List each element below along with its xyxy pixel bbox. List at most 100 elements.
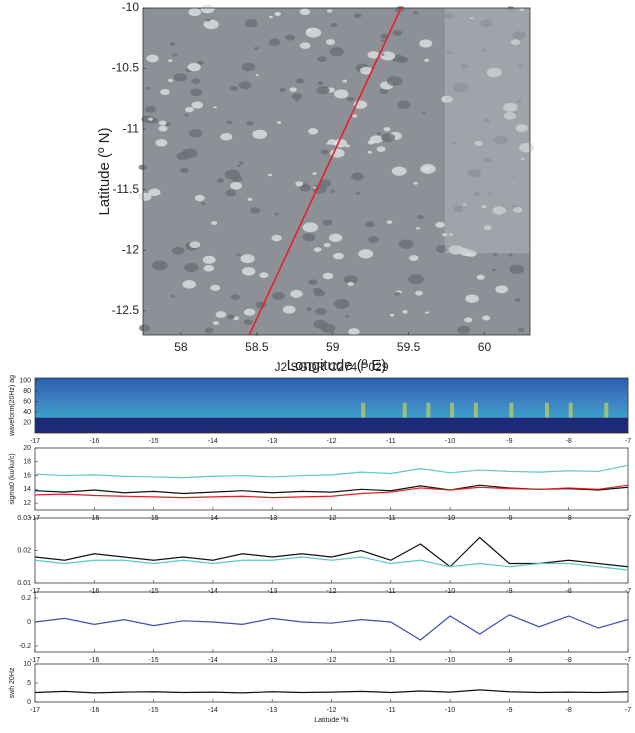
cloud <box>191 78 201 85</box>
cloud <box>457 325 471 334</box>
cloud <box>180 167 189 174</box>
cloud <box>285 34 296 41</box>
x-tick-label: -15 <box>149 588 159 595</box>
cloud <box>259 272 269 278</box>
cloud <box>168 59 173 63</box>
cloud <box>347 281 354 286</box>
cloud <box>330 148 345 158</box>
y-tick-label: -12.5 <box>112 303 140 317</box>
y-axis-label: sigma0 (ku/ku/c) <box>9 453 16 504</box>
x-tick-label: -14 <box>208 438 218 445</box>
cloud <box>508 253 513 257</box>
cloud <box>188 8 202 17</box>
cloud <box>483 118 490 123</box>
cloud <box>188 129 203 138</box>
cloud <box>343 275 358 285</box>
cloud <box>517 99 522 103</box>
x-tick-label: -13 <box>267 588 277 595</box>
y-tick-label: -11.5 <box>113 182 140 196</box>
y-tick-label: 16 <box>23 472 31 479</box>
x-tick-label: -12 <box>326 438 336 445</box>
x-tick-label: -12 <box>326 707 336 714</box>
cloud <box>268 38 281 47</box>
cloud <box>322 272 334 280</box>
cloud <box>503 111 517 120</box>
x-tick-label: -11 <box>386 588 396 595</box>
x-tick-label: -14 <box>208 707 218 714</box>
x-tick-label: -15 <box>149 657 159 664</box>
cloud <box>236 164 241 168</box>
cloud <box>254 46 259 50</box>
x-tick-label: 58 <box>174 340 188 354</box>
cloud <box>346 96 355 102</box>
cloud <box>510 39 521 46</box>
cloud <box>350 172 364 181</box>
cloud <box>317 81 324 86</box>
cloud <box>295 78 304 84</box>
cloud <box>425 311 429 314</box>
cloud <box>329 47 345 57</box>
x-tick-label: -8 <box>566 438 572 445</box>
cloud <box>517 327 525 332</box>
cloud <box>271 234 282 242</box>
axes-frame <box>142 7 531 336</box>
cloud <box>342 79 348 83</box>
cloud <box>481 48 487 52</box>
x-tick-label: -14 <box>208 657 218 664</box>
cloud <box>519 8 525 12</box>
cloud <box>227 314 235 320</box>
waveform-hotspot <box>604 402 609 418</box>
cloud <box>386 220 393 224</box>
cloud <box>312 172 317 175</box>
x-tick-label: -11 <box>386 438 396 445</box>
cloud <box>148 188 161 197</box>
cloud <box>473 192 481 197</box>
cloud <box>274 11 281 17</box>
cloud <box>229 86 238 92</box>
series-line <box>34 536 629 568</box>
cloud <box>158 125 168 132</box>
cloud <box>313 247 322 252</box>
cloud <box>197 60 204 65</box>
cloud <box>448 233 454 236</box>
cloud <box>483 157 492 163</box>
cloud <box>213 106 217 109</box>
cloud <box>307 28 312 32</box>
cloud <box>176 152 190 161</box>
x-tick-label: -17 <box>30 707 40 714</box>
cloud <box>365 221 375 228</box>
cloud <box>515 124 529 132</box>
cloud <box>210 284 221 291</box>
ground-track <box>248 7 402 336</box>
cloud <box>470 17 474 20</box>
cloud <box>138 324 151 332</box>
y-tick-label: -10 <box>122 0 140 14</box>
y-tick-label: 14 <box>23 486 31 493</box>
cloud <box>187 63 201 72</box>
x-tick-label: -11 <box>386 707 396 714</box>
x-tick-label: -16 <box>89 657 99 664</box>
x-tick-label: -14 <box>208 588 218 595</box>
cloud <box>441 95 453 103</box>
cloud <box>146 54 159 63</box>
y-tick-label: -11 <box>123 121 140 135</box>
x-tick-label: -17 <box>30 588 40 595</box>
series-line <box>34 689 629 694</box>
cloud <box>413 181 418 185</box>
cloud <box>360 66 373 75</box>
cloud <box>402 310 408 314</box>
y-tick-label: 5 <box>27 680 31 687</box>
cloud <box>290 290 303 298</box>
x-tick-label: -12 <box>326 657 336 664</box>
cloud <box>386 76 403 86</box>
axes-frame <box>34 663 629 703</box>
x-tick-label: -7 <box>625 657 631 664</box>
cloud <box>238 161 244 165</box>
cloud <box>206 18 211 22</box>
y-axis-label: Latitude (º N) <box>96 127 113 215</box>
cloud <box>512 207 523 213</box>
cloud <box>464 317 473 323</box>
cloud <box>424 58 430 62</box>
cloud <box>379 88 389 95</box>
